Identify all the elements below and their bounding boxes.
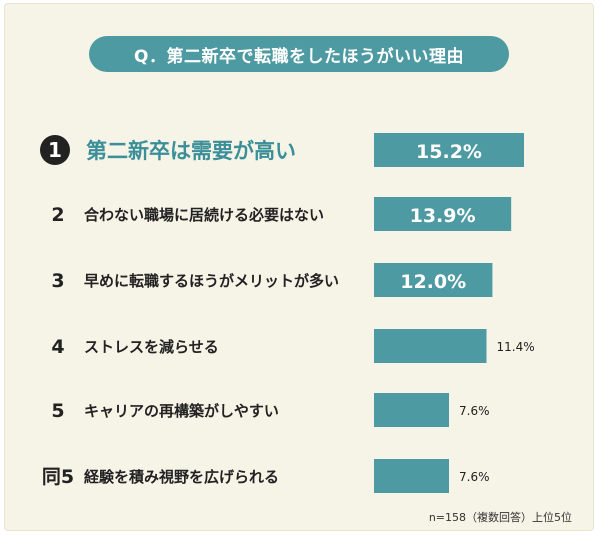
value-label-1: 15.2% [416, 141, 482, 163]
bar-6 [374, 459, 449, 493]
rank-number-3: 3 [51, 270, 64, 292]
value-label-4: 11.4% [497, 340, 535, 354]
bar-2 [374, 197, 512, 231]
chart-footnote: n=158（複数回答）上位5位 [428, 511, 572, 524]
value-label-2: 13.9% [410, 205, 476, 227]
chart-panel [4, 3, 594, 531]
value-label-6: 7.6% [459, 470, 490, 484]
bar-3 [374, 263, 493, 297]
bar-5 [374, 393, 449, 427]
chart-title: Q．第二新卒で転職をしたほうがいい理由 [89, 36, 509, 72]
rank-number-1: 1 [48, 138, 62, 162]
category-label-3: 早めに転職するほうがメリットが多い [84, 272, 339, 290]
value-label-5: 7.6% [459, 404, 490, 418]
category-label-5: キャリアの再構築がしやすい [84, 402, 279, 420]
bar-1 [374, 133, 524, 167]
rank-number-5: 5 [51, 400, 64, 422]
category-label-4: ストレスを減らせる [84, 338, 219, 356]
rank-number-6: 同5 [42, 466, 74, 488]
rank-number-4: 4 [51, 336, 64, 358]
rank-number-2: 2 [51, 204, 64, 226]
category-label-2: 合わない職場に居続ける必要はない [83, 206, 324, 224]
chart-rows: 1 第二新卒は需要が高い 15.2% 2 合わない職場に居続ける必要はない 13.9% 3 早… [40, 133, 535, 493]
rank-badge-1 [40, 135, 70, 165]
category-label-1: 第二新卒は需要が高い [86, 139, 296, 163]
bar-4 [374, 329, 487, 363]
category-label-6: 経験を積み視野を広げられる [84, 468, 279, 486]
value-label-3: 12.0% [400, 271, 466, 293]
